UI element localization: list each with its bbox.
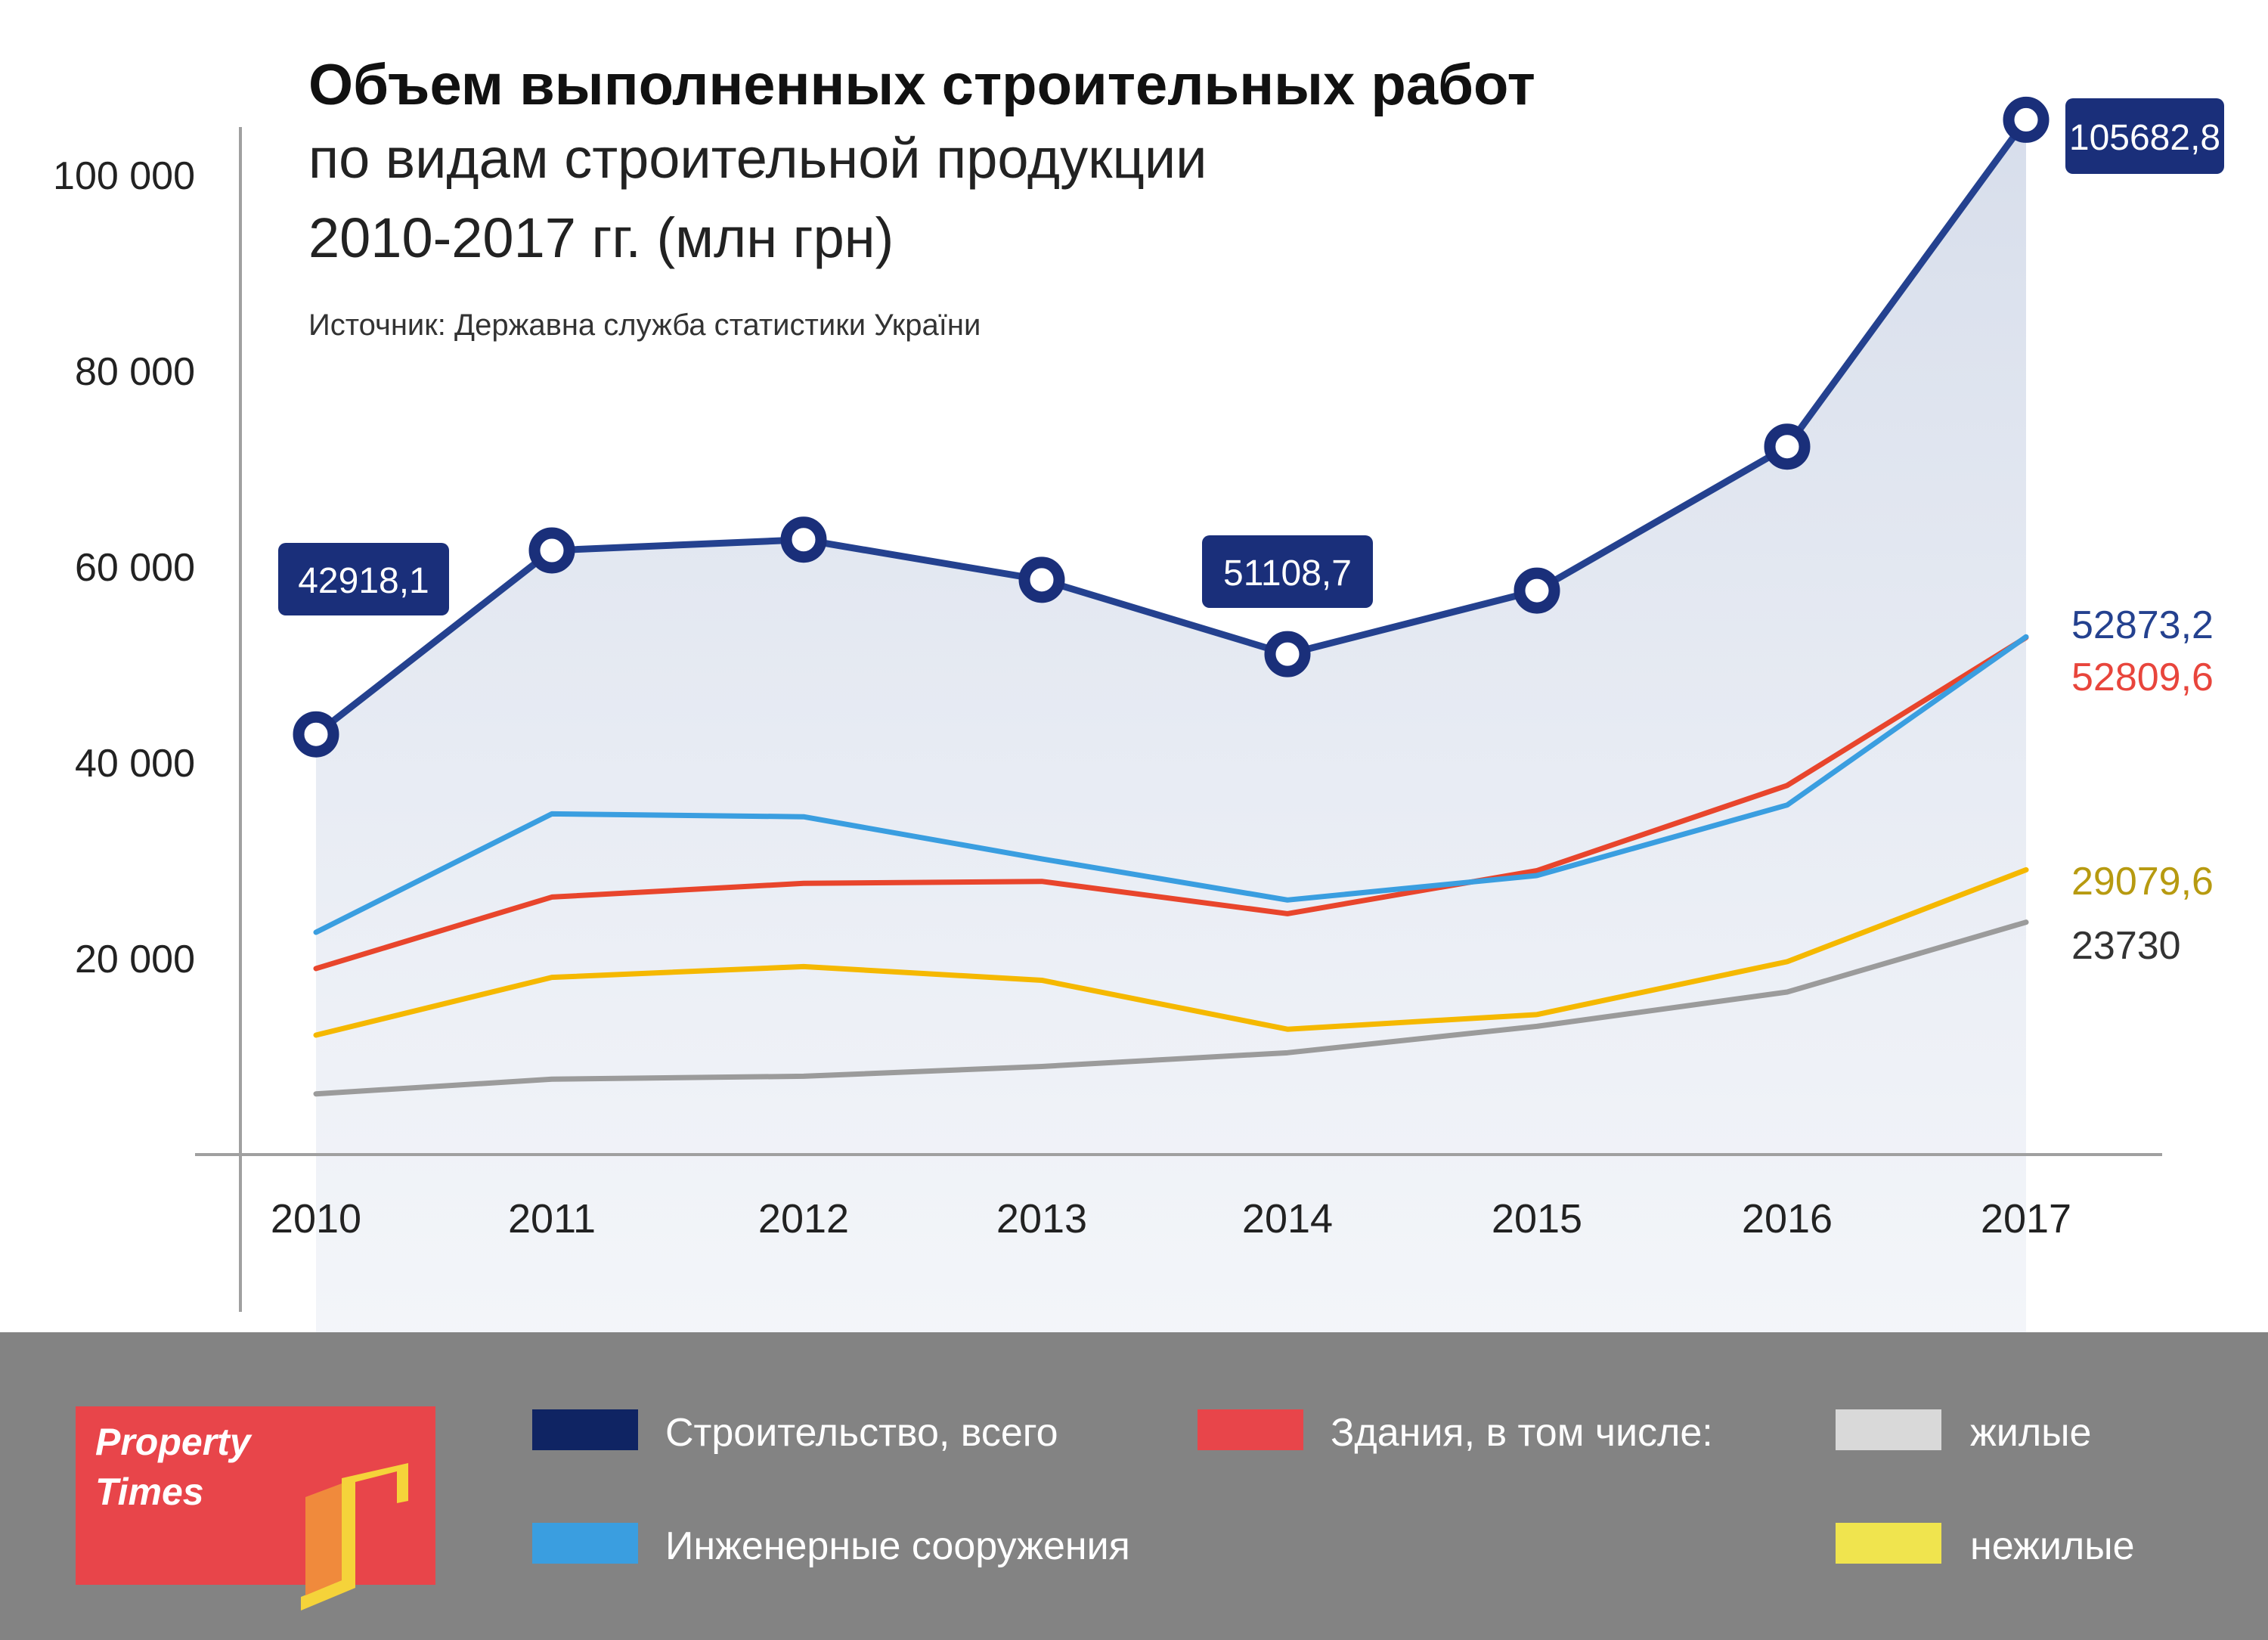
data-point-marker xyxy=(293,711,339,758)
legend-swatch xyxy=(1836,1409,1941,1450)
x-tick-label: 2015 xyxy=(1492,1196,1582,1242)
series-lines xyxy=(312,116,2030,1097)
x-tick-label: 2011 xyxy=(508,1196,596,1242)
data-point-marker xyxy=(780,516,827,563)
x-ticks: 2010 2011 2012 2013 2014 2015 2016 2017 xyxy=(271,1196,2071,1242)
series-line xyxy=(313,867,2029,1038)
legend-swatch xyxy=(1836,1523,1941,1564)
callout-label: 105682,8 xyxy=(2069,118,2220,158)
callout-box xyxy=(1202,535,1373,608)
series-line xyxy=(313,919,2029,1097)
series-line xyxy=(313,634,2029,935)
series-line xyxy=(313,634,2029,972)
data-labels: 42918,1 51108,7 105682,8 52873,2 52809,6 2907… xyxy=(278,98,2224,968)
x-tick-label: 2013 xyxy=(996,1196,1087,1242)
y-ticks: 20 000 40 000 60 000 80 000 100 000 xyxy=(53,154,195,981)
logo-text-line2: Times xyxy=(95,1471,204,1513)
data-point-marker xyxy=(1264,631,1311,677)
legend-swatch xyxy=(532,1523,638,1564)
callout-box xyxy=(278,543,449,615)
end-value-label: 29079,6 xyxy=(2071,860,2214,904)
legend-swatch xyxy=(1198,1409,1303,1450)
legend: Строительство, всего Здания, в том числе:… xyxy=(532,1409,2135,1568)
logo-text-line1: Property xyxy=(95,1421,253,1463)
x-tick-label: 2014 xyxy=(1242,1196,1333,1242)
end-value-label: 52809,6 xyxy=(2071,656,2214,699)
data-point-marker xyxy=(1018,556,1065,603)
chart-title: Объем выполненных строительных работ xyxy=(308,53,1535,117)
series-markers xyxy=(293,96,2050,758)
series-line xyxy=(312,116,2030,738)
property-times-logo: Property Times xyxy=(76,1406,435,1611)
x-tick-label: 2016 xyxy=(1742,1196,1833,1242)
chart-subtitle: по видам строительной продукции xyxy=(308,127,1207,190)
callout-box xyxy=(2065,98,2224,174)
chart-period: 2010-2017 гг. (млн грн) xyxy=(308,206,894,269)
legend-label: Строительство, всего xyxy=(665,1411,1058,1455)
y-tick-label: 60 000 xyxy=(75,546,195,590)
area-layer xyxy=(316,119,2026,1333)
data-point-marker xyxy=(528,527,575,574)
logo-door-panel xyxy=(305,1483,342,1595)
legend-label: нежилые xyxy=(1970,1524,2135,1568)
total-area-fill xyxy=(316,119,2026,1333)
legend-label: жилые xyxy=(1970,1411,2091,1455)
callout-label: 51108,7 xyxy=(1223,553,1352,594)
end-value-label: 52873,2 xyxy=(2071,603,2214,647)
legend-label: Здания, в том числе: xyxy=(1331,1411,1713,1455)
data-point-marker xyxy=(2003,96,2050,143)
y-tick-label: 20 000 xyxy=(75,938,195,981)
callout-label: 42918,1 xyxy=(298,561,429,601)
y-tick-label: 80 000 xyxy=(75,350,195,394)
end-value-label: 23730 xyxy=(2071,924,2181,968)
y-tick-label: 100 000 xyxy=(53,154,195,198)
x-tick-label: 2010 xyxy=(271,1196,361,1242)
legend-label: Инженерные сооружения xyxy=(665,1524,1130,1568)
data-point-marker xyxy=(1514,567,1560,614)
x-tick-label: 2012 xyxy=(758,1196,849,1242)
x-tick-label: 2017 xyxy=(1981,1196,2071,1242)
chart-source: Источник: Державна служба статистики Укр… xyxy=(308,308,981,342)
logo-door-shape xyxy=(301,1463,408,1611)
y-tick-label: 40 000 xyxy=(75,742,195,786)
data-point-marker xyxy=(1764,423,1811,470)
logo-background xyxy=(76,1406,435,1585)
legend-swatch xyxy=(532,1409,638,1450)
